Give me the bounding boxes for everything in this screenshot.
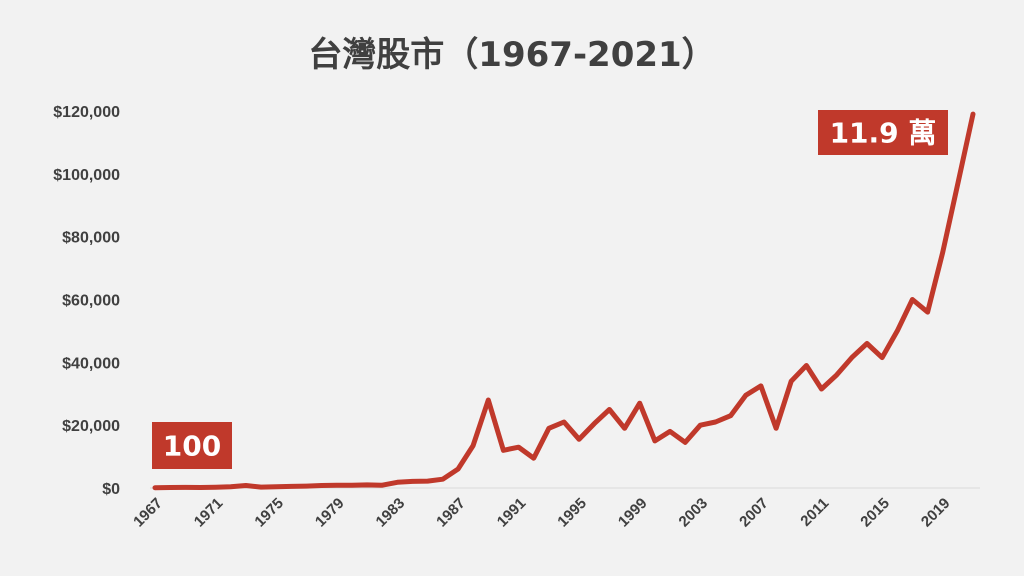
- y-tick-label: $120,000: [53, 104, 120, 121]
- y-tick-label: $100,000: [53, 167, 120, 184]
- x-tick-label: 1995: [554, 495, 590, 531]
- annotations: 100 11.9 萬: [152, 110, 948, 469]
- x-tick-label: 1967: [130, 495, 166, 531]
- annotation-box: [152, 422, 232, 469]
- y-tick-label: $60,000: [62, 293, 120, 310]
- x-tick-label: 1987: [433, 495, 469, 531]
- series-line: [152, 111, 976, 491]
- y-tick-label: $80,000: [62, 230, 120, 247]
- x-tick-label: 1991: [494, 495, 530, 531]
- annotation-box: [818, 110, 948, 155]
- x-tick-label: 2003: [676, 495, 712, 531]
- y-tick-label: $20,000: [62, 418, 120, 435]
- x-tick-label: 1983: [373, 495, 409, 531]
- x-axis: 1967 1971 1975 1979 1983 1987 1991 1995 1999 2003…: [130, 495, 953, 531]
- chart-title: 台灣股市（1967-2021）: [308, 35, 715, 75]
- x-tick-label: 2019: [918, 495, 954, 531]
- x-tick-label: 1979: [312, 495, 348, 531]
- x-tick-label: 1975: [251, 495, 287, 531]
- x-tick-label: 1971: [191, 495, 227, 531]
- y-tick-label: $0: [102, 481, 120, 498]
- annotation-label: 100: [163, 430, 221, 463]
- x-tick-label: 2011: [797, 495, 832, 530]
- annotation-label: 11.9 萬: [830, 117, 937, 150]
- y-tick-label: $40,000: [62, 355, 120, 372]
- x-tick-label: 2007: [736, 495, 772, 531]
- x-tick-label: 2015: [857, 495, 893, 531]
- y-axis: $0 $20,000 $40,000 $60,000 $80,000 $100,000 $1…: [53, 104, 120, 498]
- x-tick-label: 1999: [615, 495, 651, 531]
